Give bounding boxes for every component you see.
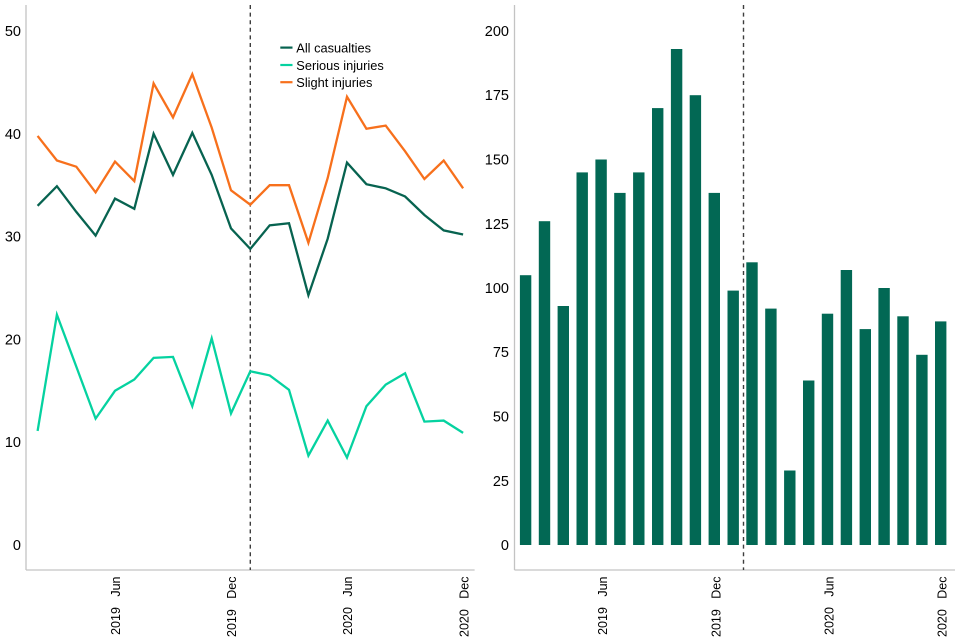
svg-text:0: 0 [13,538,21,554]
svg-text:2020 Dec: 2020 Dec [936,577,950,637]
svg-text:10: 10 [5,435,21,451]
svg-text:2020 Jun: 2020 Jun [341,576,355,634]
svg-text:40: 40 [5,127,21,143]
svg-text:30: 30 [5,230,21,246]
svg-text:2020 Dec: 2020 Dec [457,577,471,637]
svg-text:2019 Dec: 2019 Dec [709,577,723,637]
svg-text:200: 200 [485,24,509,40]
svg-text:All casualties: All casualties [296,41,371,56]
svg-text:50: 50 [5,24,21,40]
svg-text:125: 125 [485,217,509,233]
svg-text:150: 150 [485,153,509,169]
svg-text:0: 0 [501,538,509,554]
svg-text:100: 100 [485,281,509,297]
svg-text:50: 50 [493,410,509,426]
svg-text:2019 Dec: 2019 Dec [225,577,239,637]
svg-text:25: 25 [493,474,509,490]
svg-text:20: 20 [5,332,21,348]
svg-text:2019 Jun: 2019 Jun [596,576,610,634]
svg-text:2020 Jun: 2020 Jun [823,576,837,634]
svg-text:Slight injuries: Slight injuries [296,75,372,90]
svg-text:2019 Jun: 2019 Jun [109,576,123,634]
svg-text:175: 175 [485,88,509,104]
svg-text:75: 75 [493,345,509,361]
svg-text:Serious injuries: Serious injuries [296,58,384,73]
